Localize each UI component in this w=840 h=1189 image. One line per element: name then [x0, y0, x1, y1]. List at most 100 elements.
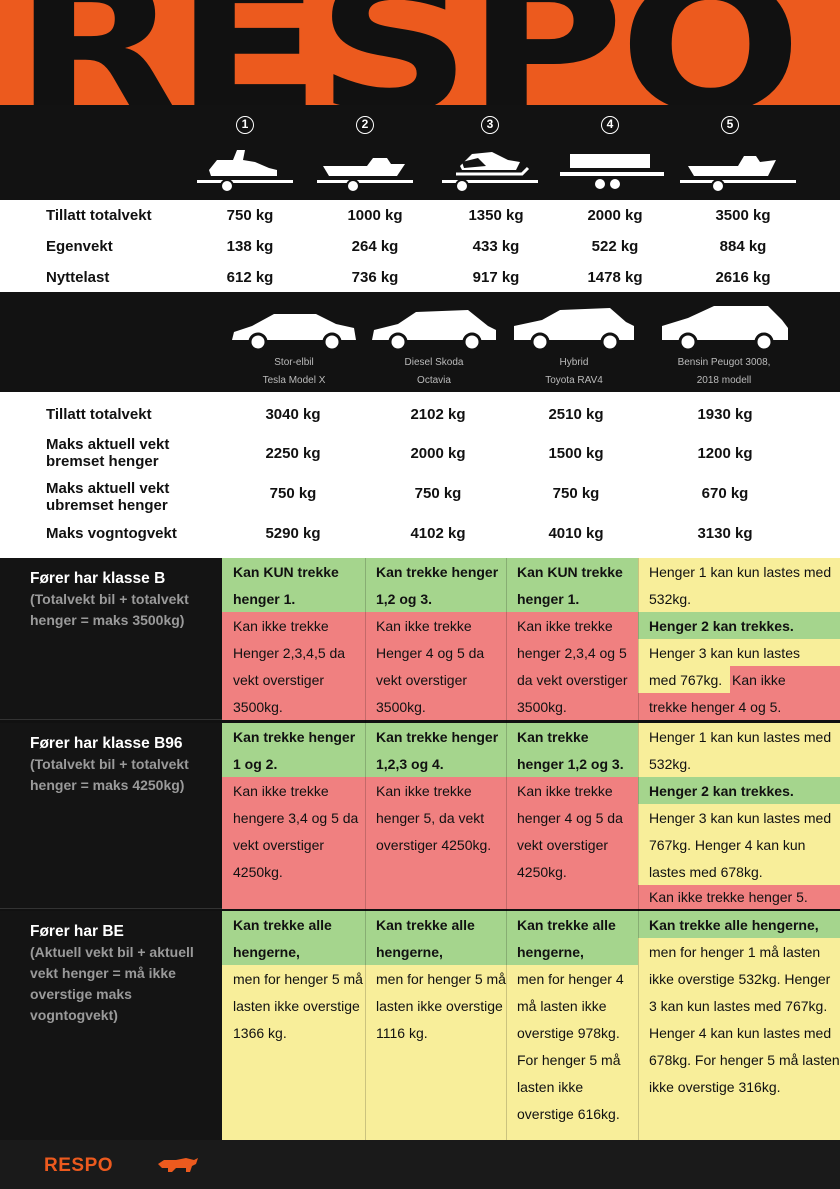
license-class-matrix: Fører har klasse B (Totalvekt bil + tota… [0, 558, 840, 1140]
car-caption-line2: Octavia [417, 375, 451, 386]
class-subtitle: (Aktuell vekt bil + aktuell vekt henger … [30, 944, 194, 1023]
cell-value: 3040 kg [265, 406, 321, 423]
trailer-number: 2 [356, 116, 374, 134]
trailer-icons-band: 1 2 3 4 5 [0, 105, 840, 200]
row-label: Tillatt totalvekt [46, 207, 152, 224]
class-b96-car4-trailer2: Henger 2 kan trekkes. [638, 777, 840, 804]
column-divider [638, 558, 639, 1140]
class-be-car4-allowed: Kan trekke alle hengerne, [638, 911, 840, 938]
class-b-car4-trailer2: Henger 2 kan trekkes. [638, 612, 840, 639]
cell-value: 670 kg [701, 485, 749, 502]
cell-value: 264 kg [351, 238, 399, 255]
car-caption-line2: Tesla Model X [262, 375, 326, 386]
class-b-label: Fører har klasse B (Totalvekt bil + tota… [0, 558, 222, 720]
trailer-number: 1 [236, 116, 254, 134]
cell-value: 5290 kg [265, 525, 321, 542]
trailer-number: 3 [481, 116, 499, 134]
class-title: Fører har BE [30, 923, 124, 940]
trailer-3: 3 [440, 115, 540, 194]
respo-logo-small: RESPO [44, 1155, 114, 1176]
class-b96-car4-denied: Kan ikke trekke henger 5. [638, 885, 840, 909]
column-divider [506, 558, 507, 1140]
cell-value: 884 kg [719, 238, 767, 255]
suv-car-icon [514, 308, 634, 352]
class-b96-car4-trailer34: Henger 3 kan kun lastes med 767kg. Henge… [638, 804, 840, 885]
trailer-4: 4 [560, 115, 664, 194]
class-be-car1-allowed: Kan trekke alle hengerne, [222, 911, 365, 965]
motorboat-icon [317, 158, 413, 193]
cell-value: 138 kg [226, 238, 274, 255]
class-be-car4-limit: men for henger 1 må lasten ikke overstig… [638, 938, 840, 1140]
cell-value: 2000 kg [410, 445, 466, 462]
jetski-icon [197, 150, 293, 193]
class-b96-car1-denied: Kan ikke trekke hengere 3,4 og 5 da vekt… [222, 777, 365, 909]
trailer-2: 2 [315, 115, 415, 194]
class-be-car2-limit: men for henger 5 må lasten ikke overstig… [365, 965, 506, 1140]
cell-value: 2616 kg [715, 269, 771, 286]
cell-value: 612 kg [226, 269, 274, 286]
car-caption-line1: Hybrid [559, 357, 589, 368]
class-b-car4-trailer1: Henger 1 kan kun lastes med 532kg. [638, 558, 840, 612]
class-be-car3-allowed: Kan trekke alle hengerne, [506, 911, 638, 965]
footer: RESPO [0, 1140, 840, 1189]
class-b-car1-allowed: Kan KUN trekke henger 1. [222, 558, 365, 612]
trailer-specs-table: Tillatt totalvekt 750 kg 1000 kg 1350 kg… [0, 200, 840, 292]
class-b96-car3-denied: Kan ikke trekke henger 4 og 5 da vekt ov… [506, 777, 638, 909]
car-caption-line1: Diesel Skoda [404, 357, 464, 368]
cell-value: 750 kg [226, 207, 274, 224]
class-b96-car2-denied: Kan ikke trekke henger 5, da vekt overst… [365, 777, 506, 909]
cell-value: 750 kg [414, 485, 462, 502]
spec-row: Nyttelast 612 kg 736 kg 917 kg 1478 kg 2… [0, 262, 840, 293]
class-be-car2-allowed: Kan trekke alle hengerne, [365, 911, 506, 965]
trailer-1: 1 [195, 115, 295, 194]
column-divider [365, 558, 366, 1140]
cell-value: 4010 kg [548, 525, 604, 542]
row-label: Egenvekt [46, 238, 113, 255]
boat-icon [680, 156, 796, 193]
cell-value: 2250 kg [265, 445, 321, 462]
class-b-car3-allowed: Kan KUN trekke henger 1. [506, 558, 638, 612]
row-label: Maks aktuell vekt bremset henger [46, 436, 170, 470]
cell-value: 3130 kg [697, 525, 753, 542]
class-b-car4-trailer3-cont: med 767kg. [638, 666, 730, 693]
row-label: Tillatt totalvekt [46, 406, 152, 423]
trailer-number: 5 [721, 116, 739, 134]
cell-value: 2510 kg [548, 406, 604, 423]
spec-row: Egenvekt 138 kg 264 kg 433 kg 522 kg 884… [0, 231, 840, 262]
class-b96-car2-allowed: Kan trekke henger 1,2,3 og 4. [365, 723, 506, 777]
respo-logo-large: RESPO [14, 0, 802, 105]
cell-value: 2000 kg [587, 207, 643, 224]
class-b96-car3-allowed: Kan trekke henger 1,2 og 3. [506, 723, 638, 777]
class-b-car2-allowed: Kan trekke henger 1,2 og 3. [365, 558, 506, 612]
car-4: Bensin Peugot 3008, 2018 modell [654, 304, 794, 390]
cell-value: 736 kg [351, 269, 399, 286]
trailer-number: 4 [601, 116, 619, 134]
hatchback-car-icon [372, 310, 496, 352]
class-be-car3-limit: men for henger 4 må lasten ikke overstig… [506, 965, 638, 1140]
class-be-car1-limit: men for henger 5 må lasten ikke overstig… [222, 965, 365, 1140]
class-subtitle: (Totalvekt bil + totalvekt henger = maks… [30, 591, 189, 628]
row-label: Maks vogntogvekt [46, 525, 177, 542]
class-b-car4-denied: Kan ikke [730, 666, 840, 693]
class-b-car2-denied: Kan ikke trekke Henger 4 og 5 da vekt ov… [365, 612, 506, 720]
cell-value: 522 kg [591, 238, 639, 255]
class-b-car1-denied: Kan ikke trekke Henger 2,3,4,5 da vekt o… [222, 612, 365, 720]
cell-value: 1500 kg [548, 445, 604, 462]
class-b96-car1-allowed: Kan trekke henger 1 og 2. [222, 723, 365, 777]
cell-value: 1478 kg [587, 269, 643, 286]
car-specs-table: Tillatt totalvekt Maks aktuell vekt brem… [0, 392, 840, 558]
car-caption-line1: Bensin Peugot 3008, [677, 357, 771, 368]
bull-icon [158, 1158, 198, 1172]
cell-value: 1000 kg [347, 207, 403, 224]
cell-value: 1930 kg [697, 406, 753, 423]
cell-value: 1350 kg [468, 207, 524, 224]
class-subtitle: (Totalvekt bil + totalvekt henger = maks… [30, 756, 189, 793]
car-3: Hybrid Toyota RAV4 [504, 304, 644, 390]
snowmobile-icon [442, 152, 538, 193]
car-icons-band: Stor-elbil Tesla Model X Diesel Skoda Oc… [0, 292, 840, 392]
car-caption-line1: Stor-elbil [274, 357, 314, 368]
cell-value: 917 kg [472, 269, 520, 286]
crossover-car-icon [662, 306, 788, 352]
row-label: Maks aktuell vekt ubremset henger [46, 480, 170, 514]
sedan-car-icon [232, 314, 356, 352]
